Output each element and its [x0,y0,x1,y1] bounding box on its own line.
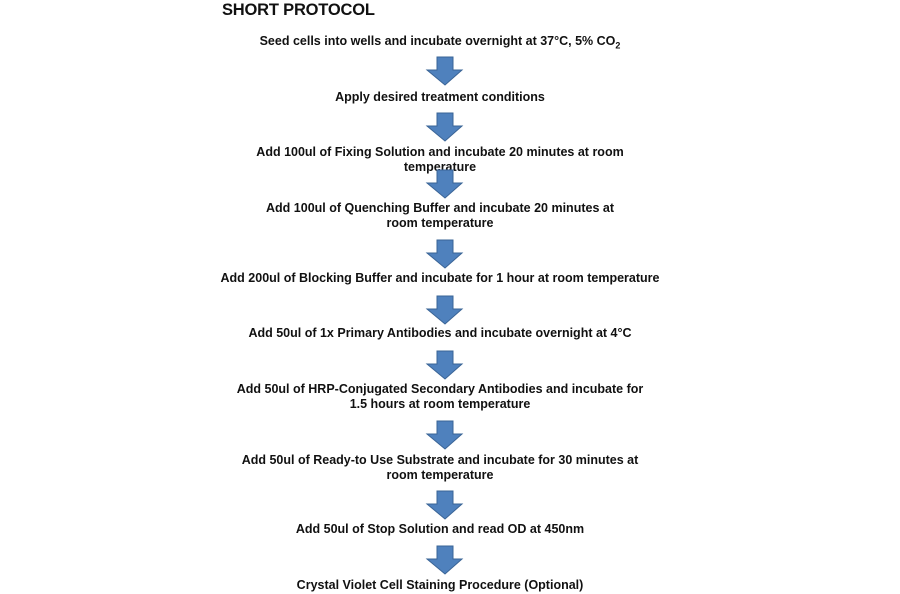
step-7: Add 50ul of HRP-Conjugated Secondary Ant… [236,382,644,411]
step-1: Seed cells into wells and incubate overn… [220,34,660,54]
step-9: Add 50ul of Stop Solution and read OD at… [295,522,585,536]
down-arrow-icon [425,169,464,199]
diagram-title: SHORT PROTOCOL [222,1,375,19]
step-10: Crystal Violet Cell Staining Procedure (… [296,578,584,592]
down-arrow-icon [425,295,464,325]
step-3: Add 100ul of Fixing Solution and incubat… [256,145,624,174]
down-arrow-icon [425,112,464,142]
step-5: Add 200ul of Blocking Buffer and incubat… [220,271,660,285]
step-8: Add 50ul of Ready-to Use Substrate and i… [241,453,639,482]
down-arrow-icon [425,239,464,269]
down-arrow-icon [425,545,464,575]
down-arrow-icon [425,420,464,450]
step-text: Seed cells into wells and incubate overn… [259,34,616,48]
step-2: Apply desired treatment conditions [335,90,545,104]
down-arrow-icon [425,490,464,520]
step-4: Add 100ul of Quenching Buffer and incuba… [266,201,614,230]
step-6: Add 50ul of 1x Primary Antibodies and in… [248,326,632,340]
down-arrow-icon [425,56,464,86]
subscript: 2 [615,40,621,51]
down-arrow-icon [425,350,464,380]
